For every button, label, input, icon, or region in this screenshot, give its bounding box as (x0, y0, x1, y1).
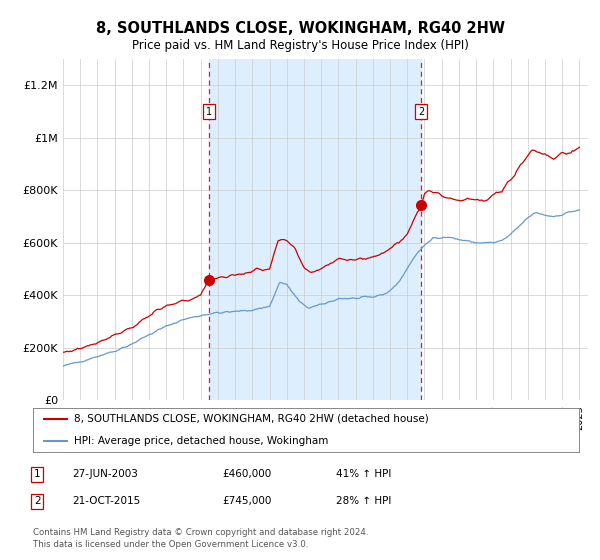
Text: 1: 1 (34, 469, 41, 479)
Text: 41% ↑ HPI: 41% ↑ HPI (336, 469, 391, 479)
Text: HPI: Average price, detached house, Wokingham: HPI: Average price, detached house, Woki… (74, 436, 328, 446)
Text: 21-OCT-2015: 21-OCT-2015 (72, 496, 140, 506)
Text: 28% ↑ HPI: 28% ↑ HPI (336, 496, 391, 506)
Text: 1: 1 (206, 107, 212, 116)
Text: Contains HM Land Registry data © Crown copyright and database right 2024.
This d: Contains HM Land Registry data © Crown c… (33, 528, 368, 549)
Text: Price paid vs. HM Land Registry's House Price Index (HPI): Price paid vs. HM Land Registry's House … (131, 39, 469, 52)
Text: 8, SOUTHLANDS CLOSE, WOKINGHAM, RG40 2HW (detached house): 8, SOUTHLANDS CLOSE, WOKINGHAM, RG40 2HW… (74, 414, 428, 424)
Text: 27-JUN-2003: 27-JUN-2003 (72, 469, 138, 479)
Text: 2: 2 (418, 107, 424, 116)
Text: £745,000: £745,000 (222, 496, 271, 506)
Text: 8, SOUTHLANDS CLOSE, WOKINGHAM, RG40 2HW: 8, SOUTHLANDS CLOSE, WOKINGHAM, RG40 2HW (95, 21, 505, 36)
Text: £460,000: £460,000 (222, 469, 271, 479)
Text: 2: 2 (34, 496, 41, 506)
Bar (209, 59, 421, 400)
